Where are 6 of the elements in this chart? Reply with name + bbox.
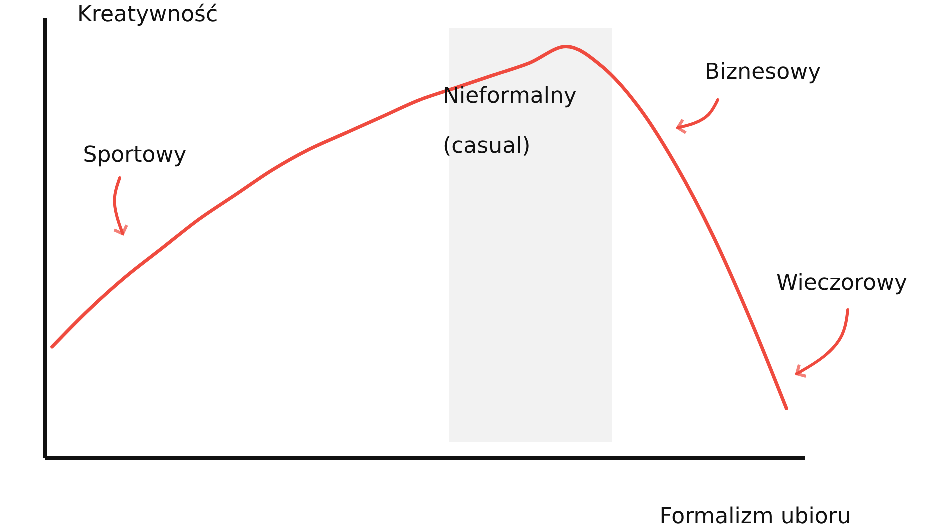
annotation: Wieczorowy <box>776 271 908 296</box>
x-axis-title: Formalizm ubioru <box>660 504 852 527</box>
annotation: Biznesowy <box>704 60 822 85</box>
y-axis-title: Kreatywność <box>78 2 218 28</box>
annotation: Sportowy <box>83 143 187 168</box>
annotation: Nieformalny (casual) <box>443 84 577 159</box>
